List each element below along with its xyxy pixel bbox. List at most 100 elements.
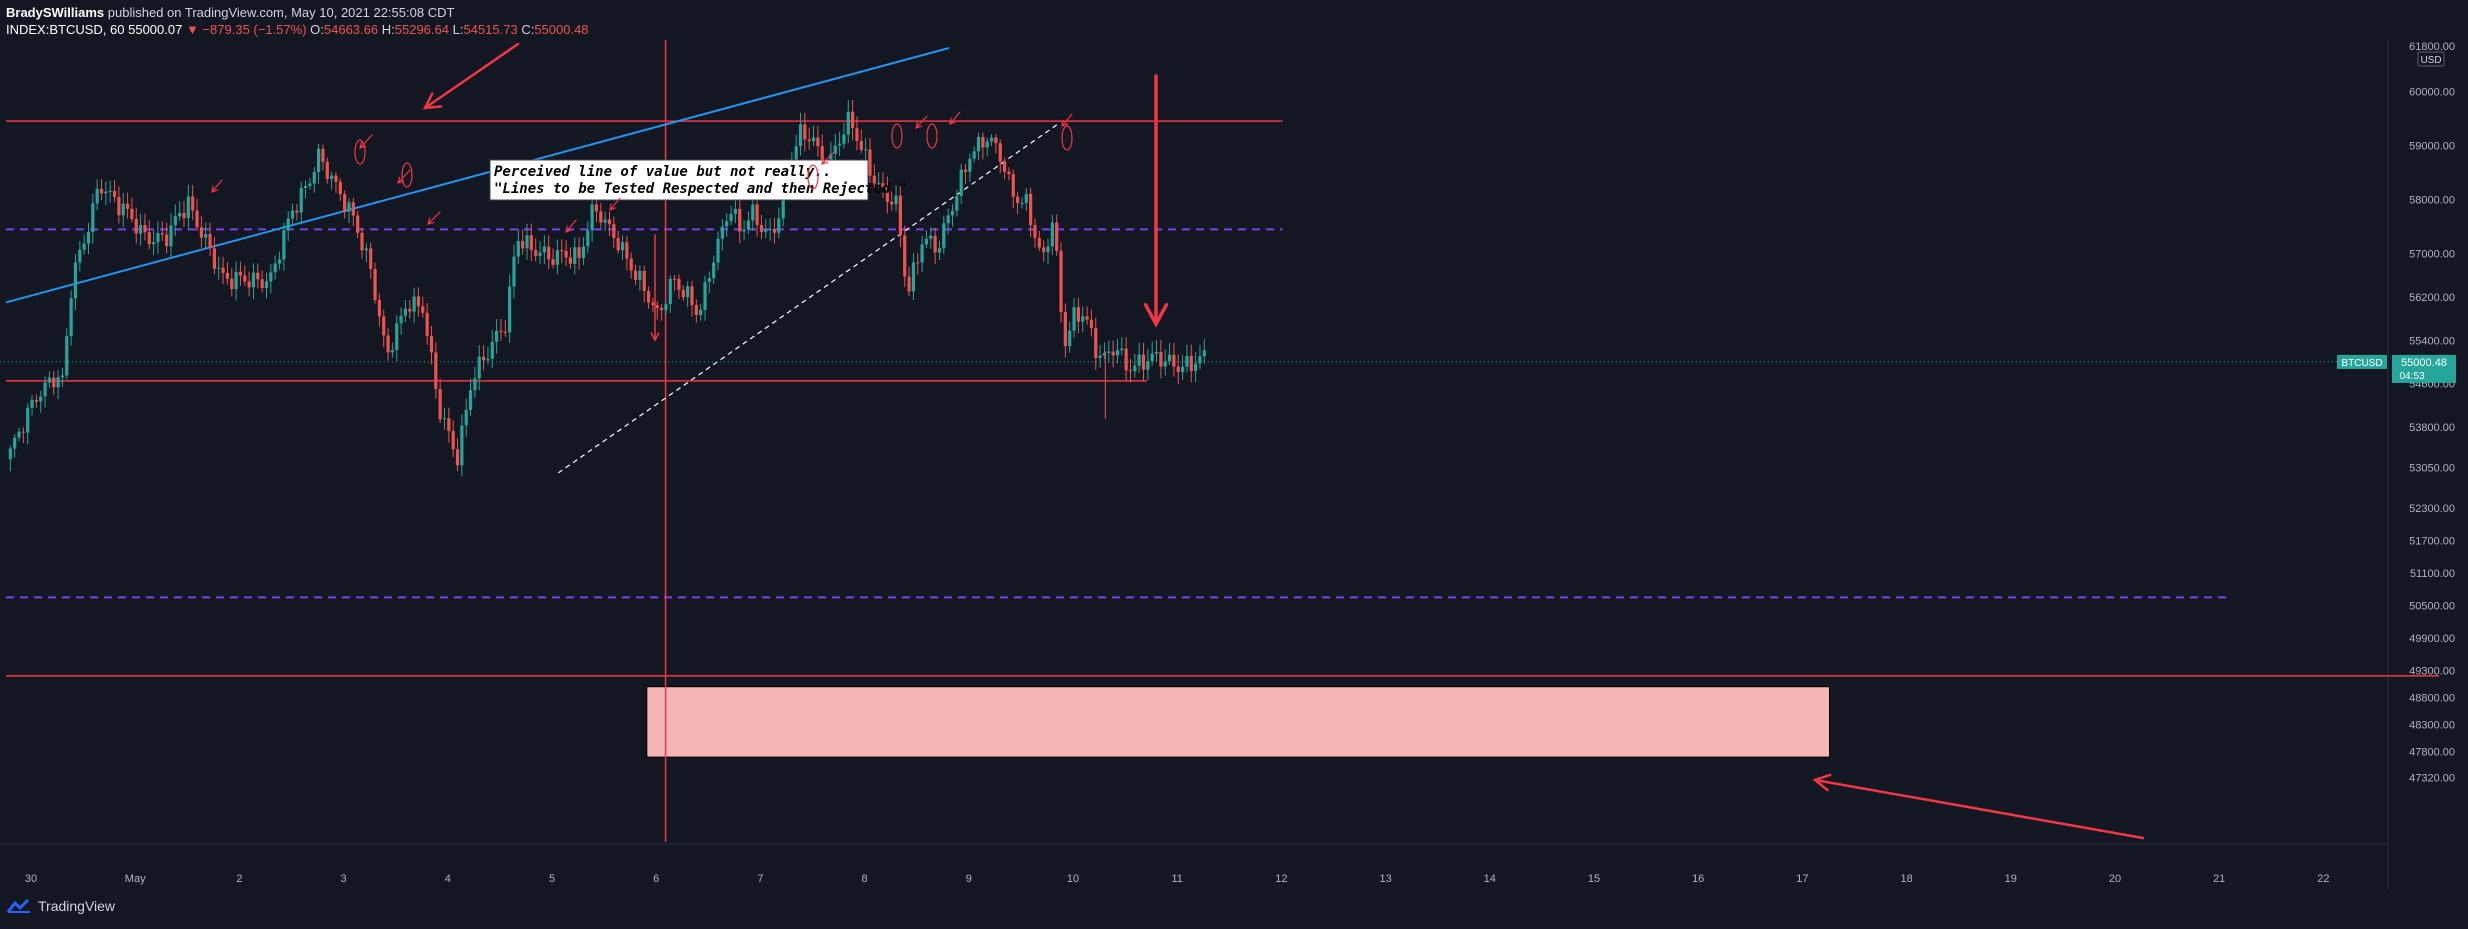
candle-body [386, 335, 390, 353]
candle-body [13, 437, 17, 449]
candle-body [95, 188, 99, 204]
candle-body [516, 241, 520, 257]
candle-body [1055, 222, 1059, 251]
candle-body [486, 358, 490, 361]
candle-body [655, 305, 659, 308]
candle-body [1180, 366, 1185, 373]
open-label: O: [310, 22, 324, 37]
currency-label: USD [2420, 55, 2441, 66]
candle-body [681, 289, 685, 298]
price-tick-label: 61800.00 [2409, 41, 2455, 53]
arrow-small-marker [949, 111, 961, 125]
chart-header: BradySWilliams published on TradingView.… [0, 0, 2468, 40]
arrow-small-marker [609, 197, 621, 211]
price-tick-label: 48800.00 [2409, 693, 2455, 705]
candle-body [373, 269, 377, 301]
arrow-top-left [423, 42, 520, 110]
candle-body [125, 203, 130, 209]
candle-body [377, 300, 381, 317]
candle-body [30, 399, 34, 408]
arrow-small-marker [565, 219, 577, 233]
time-tick-label: 3 [341, 873, 347, 885]
candle-body [686, 286, 690, 298]
candle-body [1194, 363, 1198, 371]
time-tick-label: 8 [862, 873, 868, 885]
candle-body [147, 232, 151, 245]
candle-body [529, 235, 533, 251]
candle-body [911, 262, 916, 292]
candle-body [577, 247, 581, 259]
candle-body [994, 137, 998, 144]
time-tick-label: 10 [1067, 873, 1079, 885]
price-chart[interactable]: 60000.00 59000.00 58000.00 57000.00 56200.00… [0, 40, 2468, 889]
candle-body [772, 228, 777, 233]
candle-body [1141, 354, 1146, 370]
candle-body [178, 212, 182, 217]
candle-body [733, 208, 737, 214]
candle-body [334, 175, 338, 182]
candle-body [599, 211, 603, 223]
candle-body [86, 232, 91, 244]
candle-body [881, 183, 885, 187]
candle-body [525, 235, 529, 249]
candle-body [1115, 350, 1120, 356]
candle-body [851, 111, 855, 129]
candle-body [434, 352, 438, 390]
candle-body [551, 259, 555, 265]
arrow-small-marker-head [1061, 119, 1069, 127]
tradingview-logo-text: TradingView [38, 898, 116, 914]
candle-body [221, 267, 225, 273]
candle-body [868, 149, 872, 176]
candle-body [73, 262, 78, 299]
candle-body [1202, 350, 1206, 357]
candle-body [473, 378, 477, 391]
candle-body [1072, 307, 1076, 331]
chart-background [0, 40, 2468, 889]
touch-marker [1061, 125, 1073, 151]
candle-body [838, 143, 842, 146]
candle-body [260, 279, 264, 289]
candle-body [712, 262, 716, 279]
candle-body [794, 146, 798, 164]
candle-body [976, 136, 981, 152]
candle-body [846, 111, 850, 135]
candle-body [968, 158, 972, 172]
candle-body [759, 224, 764, 232]
candle-body [277, 259, 282, 264]
candle-body [91, 203, 95, 233]
candle-body [642, 270, 646, 292]
arrow-small-marker [397, 169, 411, 184]
annotation-line-2: "Lines to be Tested Respected and then R… [494, 181, 907, 197]
candle-body [607, 219, 612, 225]
candle-body [160, 233, 164, 235]
candle-body [421, 306, 425, 313]
candle-body [560, 250, 564, 252]
price-tick-label: 52300.00 [2409, 503, 2455, 515]
candle-body [395, 323, 399, 351]
arrow-down-small-head [650, 332, 660, 342]
candle-body [34, 399, 38, 402]
arrow-small-marker [427, 211, 441, 225]
candle-body [651, 302, 655, 306]
tradingview-logo[interactable]: TradingView [6, 898, 115, 914]
candle-body [1029, 193, 1033, 226]
price-tick-label: 51700.00 [2409, 536, 2455, 548]
candle-body [1198, 356, 1202, 364]
candle-body [959, 169, 963, 197]
candle-body [1046, 246, 1050, 253]
candle-body [330, 175, 334, 179]
candle-body [1111, 351, 1115, 356]
candle-body [590, 204, 594, 231]
candle-body [182, 212, 186, 219]
author-name[interactable]: BradySWilliams [6, 5, 105, 20]
time-tick-label: 21 [2213, 873, 2225, 885]
touch-marker [401, 162, 413, 188]
candle-body [416, 296, 421, 307]
candle-body [521, 241, 525, 249]
candle-body [738, 208, 742, 232]
price-tick-label: 47320.00 [2409, 773, 2455, 785]
candle-body [547, 246, 551, 260]
candle-body [82, 243, 86, 250]
candle-body [1102, 352, 1107, 356]
candle-body [347, 202, 351, 212]
